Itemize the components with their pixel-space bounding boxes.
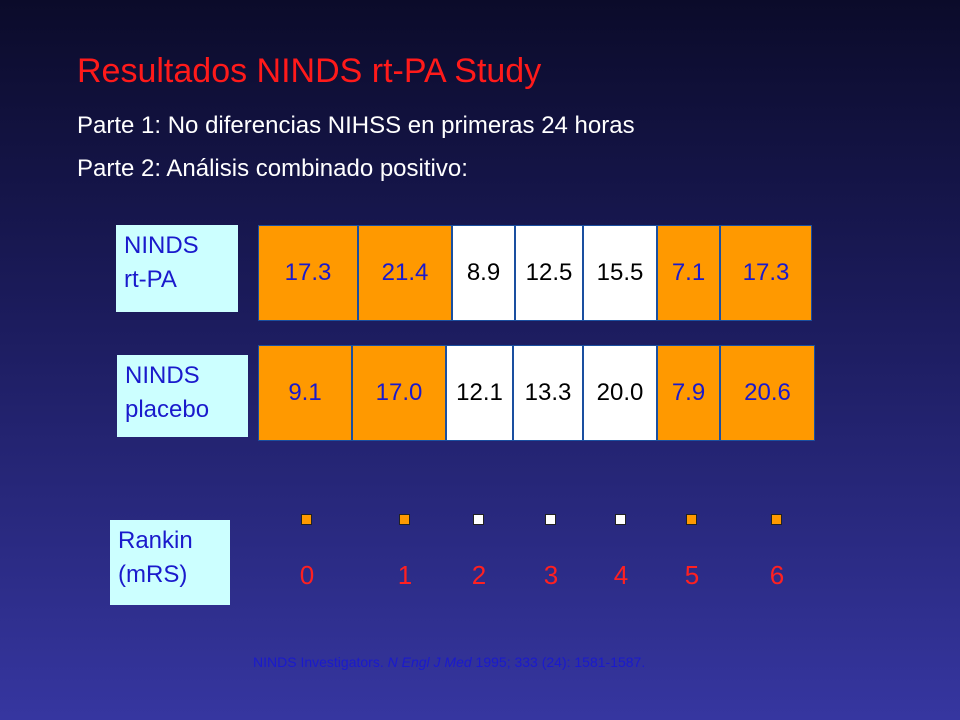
journal: N Engl J Med	[387, 654, 472, 670]
grade-marker	[301, 514, 312, 525]
value-cell: 12.5	[515, 225, 583, 321]
grade-marker	[473, 514, 484, 525]
value-cell: 17.3	[258, 225, 358, 321]
grade-marker	[686, 514, 697, 525]
grade-label: 4	[613, 560, 629, 590]
label-line: NINDS	[125, 362, 200, 389]
label-line: NINDS	[124, 232, 199, 259]
grade-label: 6	[769, 560, 785, 590]
citation-text: 1995; 333 (24): 1581-1587.	[471, 654, 646, 670]
text-line: Parte 1: No diferencias NIHSS en primera…	[77, 112, 635, 139]
row-label: NINDS placebo	[117, 355, 248, 437]
value-cell: 20.0	[583, 345, 657, 441]
value-cell: 15.5	[583, 225, 657, 321]
value-cell: 17.0	[352, 345, 446, 441]
grade-marker	[545, 514, 556, 525]
grade-marker	[615, 514, 626, 525]
value-cell: 8.9	[452, 225, 515, 321]
grade-label: 0	[299, 560, 315, 590]
label-line: placebo	[125, 396, 210, 423]
grade-label: 5	[684, 560, 700, 590]
value-cell: 9.1	[258, 345, 352, 441]
grade-label: 1	[397, 560, 413, 590]
value-cell: 12.1	[446, 345, 513, 441]
row-label: Rankin (mRS)	[110, 520, 230, 605]
value-cell: 13.3	[513, 345, 583, 441]
label-line: Rankin	[118, 527, 193, 554]
value-cell: 20.6	[720, 345, 815, 441]
grade-label: 3	[543, 560, 559, 590]
grade-marker	[399, 514, 410, 525]
value-cell: 7.9	[657, 345, 720, 441]
value-cell: 7.1	[657, 225, 720, 321]
title: Resultados NINDS rt-PA Study	[77, 52, 542, 90]
text-line: Parte 2: Análisis combinado positivo:	[77, 155, 468, 182]
label-line: rt-PA	[124, 266, 177, 293]
value-cell: 17.3	[720, 225, 812, 321]
grade-label: 2	[471, 560, 487, 590]
value-cell: 21.4	[358, 225, 452, 321]
grade-marker	[771, 514, 782, 525]
citation: NINDS Investigators. N Engl J Med 1995; …	[253, 654, 645, 670]
citation-text: NINDS Investigators.	[253, 654, 388, 670]
row-label: NINDS rt-PA	[116, 225, 238, 312]
label-line: (mRS)	[118, 561, 188, 588]
